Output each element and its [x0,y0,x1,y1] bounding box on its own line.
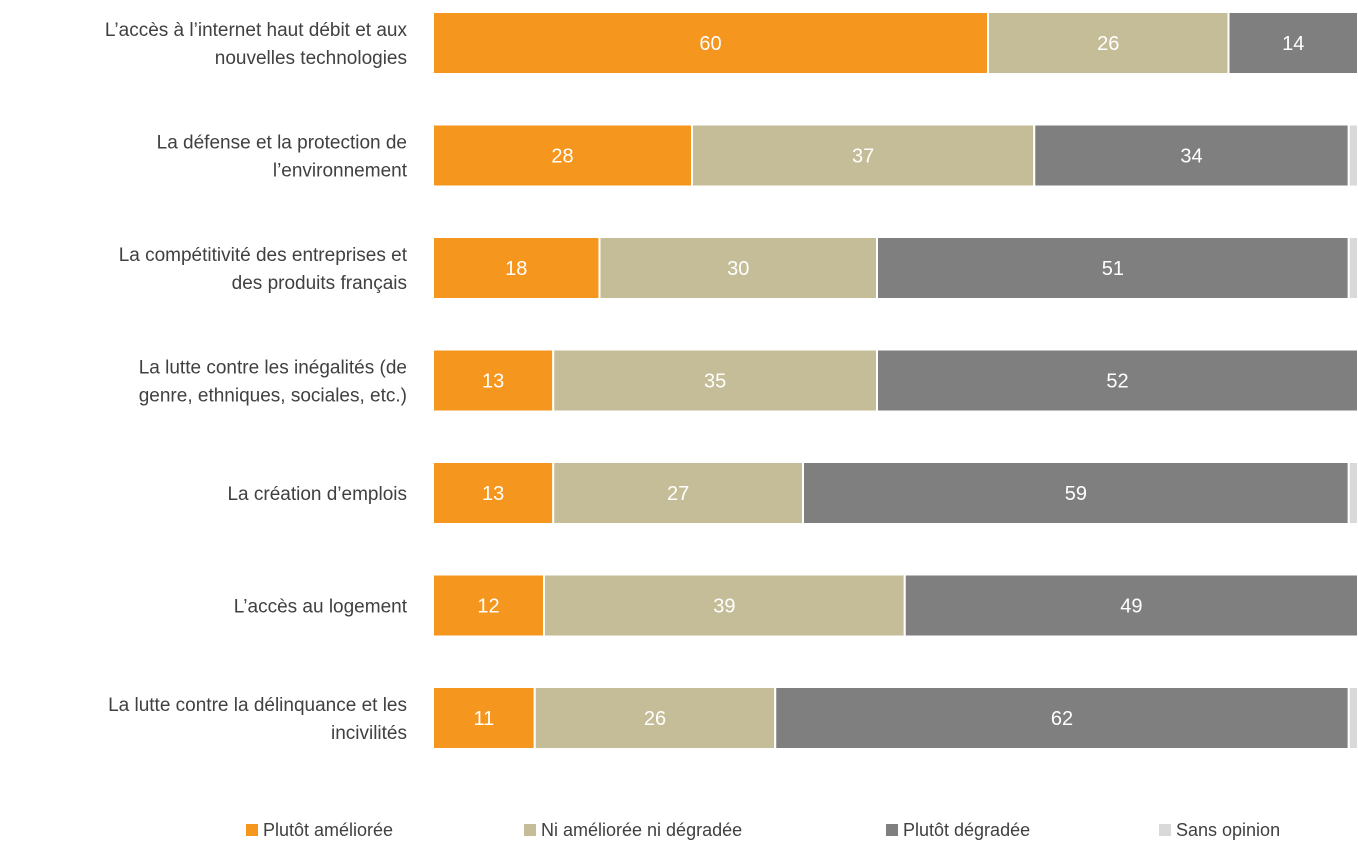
bar-segment [432,573,545,638]
bars: 60 26 14 28 37 34 18 30 51 13 35 52 13 27 59 12 39 49 11 26… [432,11,1358,750]
bar-value-label: 11 [473,708,494,730]
category-label-line: L’accès au logement [234,597,408,618]
bar-value-label: 62 [1051,708,1073,730]
bar-value-label: 28 [551,146,573,168]
bar-value-label: 12 [477,596,499,618]
legend-swatch [246,824,258,836]
bar-segment [1347,236,1358,300]
category-label-line: La lutte contre les inégalités (de [139,358,407,379]
legend: Plutôt améliorée Ni améliorée ni dégradée… [246,820,1280,840]
bar-value-label: 34 [1180,146,1202,168]
category-label-line: nouvelles technologies [215,48,407,69]
legend-label: Plutôt dégradée [903,820,1030,840]
bar-value-label: 13 [482,483,504,505]
bar-segment [1347,461,1358,525]
bar-segment [903,573,1358,638]
bar-value-label: 27 [667,483,689,505]
bar-segment [691,123,1036,188]
bar-value-label: 35 [704,371,726,393]
bar-segment [802,461,1350,525]
category-label-line: l’environnement [273,161,408,182]
category-label-line: des produits français [232,273,407,294]
bar-segment [533,686,777,750]
bar-value-label: 39 [713,596,735,618]
category-label: L’accès à l’internet haut débit et aux no… [105,20,408,69]
bar-segment [432,11,989,75]
category-label-line: La lutte contre la délinquance et les [108,695,407,716]
bar-value-label: 30 [727,258,749,280]
bar-segment [1347,686,1358,750]
bar-segment [1033,123,1350,188]
category-labels: L’accès à l’internet haut débit et aux no… [105,20,408,744]
bar-segment [987,11,1230,75]
legend-label: Plutôt améliorée [263,820,393,840]
bar-value-label: 52 [1106,371,1128,393]
bar-value-label: 37 [852,146,874,168]
category-label: La création d’emplois [227,484,407,505]
category-label: L’accès au logement [234,597,408,618]
bar-value-label: 51 [1102,258,1124,280]
bar-value-label: 60 [699,33,721,55]
legend-swatch [1159,824,1171,836]
bar-segment [1227,11,1358,75]
category-label: La lutte contre la délinquance et les inc… [108,695,407,744]
category-label: La défense et la protection de l’environn… [157,133,408,182]
category-label-line: La compétitivité des entreprises et [119,245,408,266]
bar-segment [552,348,878,413]
bar-value-label: 18 [505,258,527,280]
legend-swatch [524,824,536,836]
bar-value-label: 49 [1120,596,1142,618]
bar-segment [432,123,693,188]
category-label-line: genre, ethniques, sociales, etc.) [139,386,407,407]
category-label: La lutte contre les inégalités (de genre,… [139,358,407,407]
bar-segment [876,348,1358,413]
category-label-line: La création d’emplois [227,484,407,505]
bar-value-label: 26 [1097,33,1119,55]
bar-segment [432,686,536,750]
bar-value-label: 26 [644,708,666,730]
legend-label: Sans opinion [1176,820,1280,840]
category-label-line: L’accès à l’internet haut débit et aux [105,20,408,41]
category-label-line: incivilités [331,723,407,744]
bar-value-label: 13 [482,371,504,393]
category-label-line: La défense et la protection de [157,133,407,154]
bar-segment [543,573,906,638]
bar-segment [774,686,1350,750]
bar-segment [1347,123,1358,188]
bar-value-label: 59 [1065,483,1087,505]
bar-value-label: 14 [1282,33,1304,55]
legend-swatch [886,824,898,836]
bar-segment [552,461,804,525]
bar-segment [432,348,555,413]
bar-segment [432,461,555,525]
legend-label: Ni améliorée ni dégradée [541,820,742,840]
category-label: La compétitivité des entreprises et des p… [119,245,408,294]
bar-segment [432,236,601,300]
